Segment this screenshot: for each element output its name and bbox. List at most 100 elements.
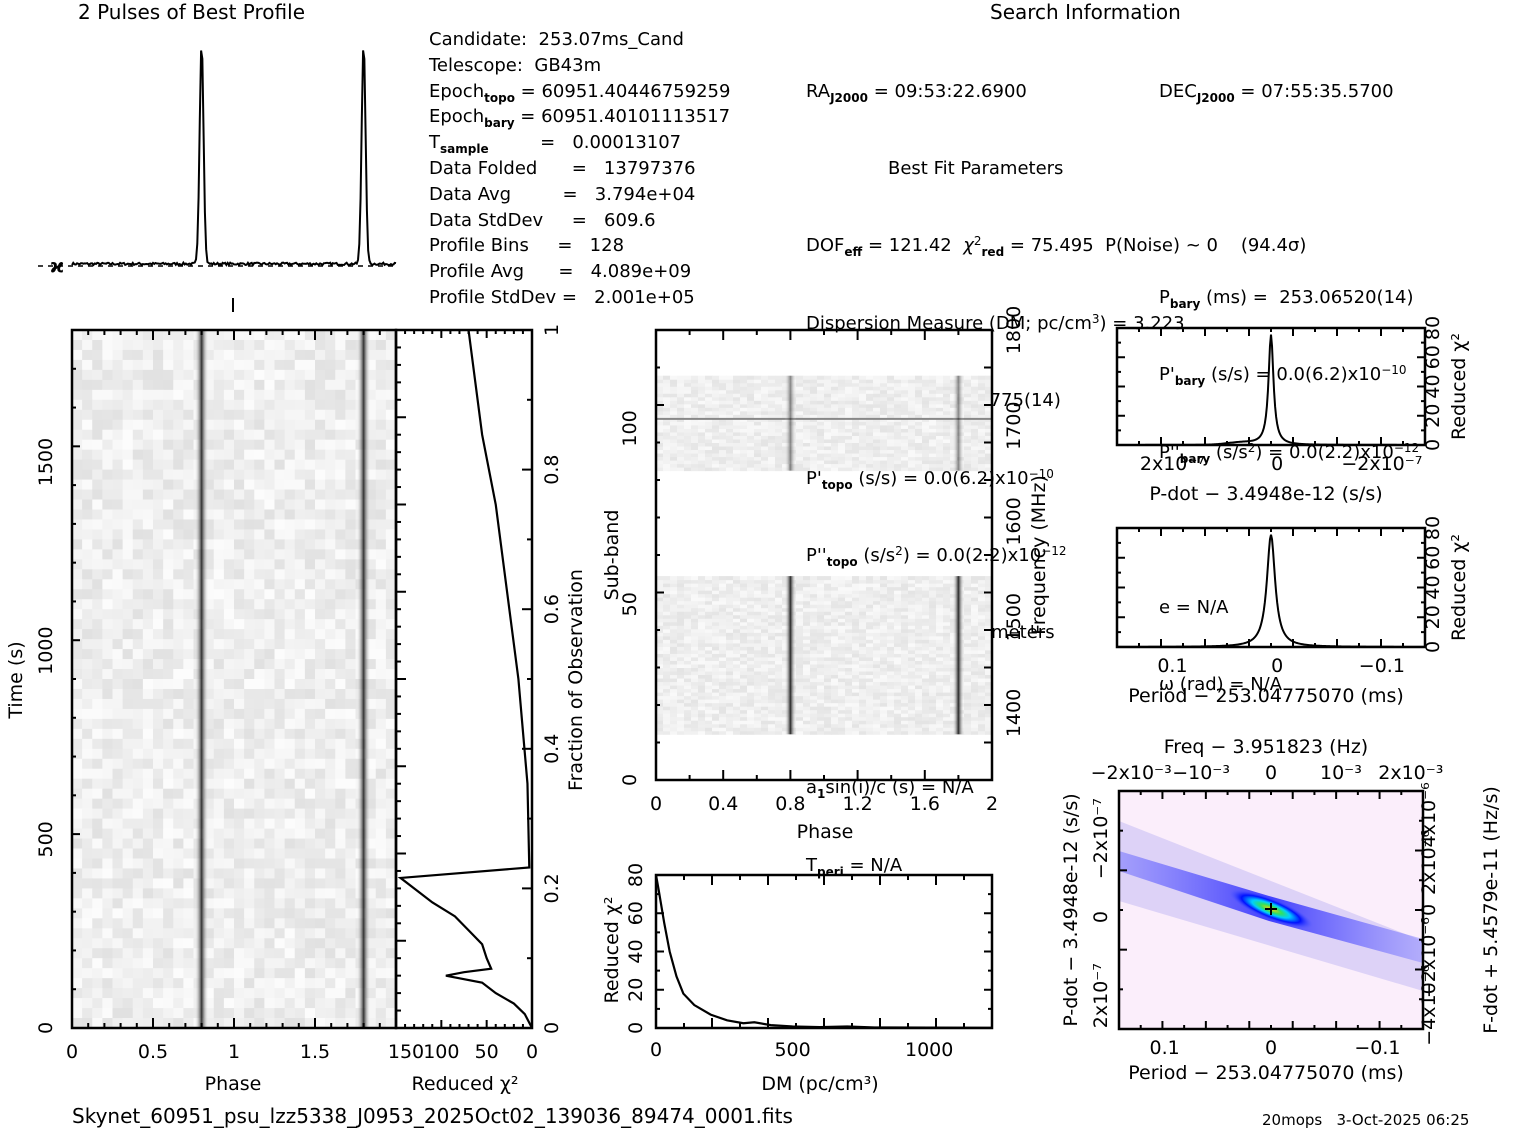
heatmap-cell [365,330,377,341]
heatmap-cell [274,988,286,999]
heatmap-cell [72,898,83,909]
heatmap-cell [385,609,397,620]
heatmap-cell [810,635,818,640]
heatmap-cell [315,798,326,810]
heatmap-cell [244,649,255,660]
heatmap-cell [122,1008,134,1019]
heatmap-cell [978,463,986,468]
heatmap-cell [775,681,783,686]
heatmap-cell [978,579,986,584]
heatmap-cell [304,679,316,690]
heatmap-cell [375,708,387,720]
heatmap-cell [859,695,867,700]
heatmap-cell [203,609,215,620]
heatmap-cell [274,848,286,859]
heatmap-cell [284,479,296,491]
heatmap-cell [747,716,755,721]
heatmap-cell [304,529,316,540]
heatmap-cell [964,456,972,461]
heatmap-cell [385,888,397,899]
heatmap-cell [810,685,818,690]
heatmap-cell [365,469,377,481]
heatmap-cell [82,848,93,859]
heatmap-cell [936,642,944,647]
heatmap-cell [183,948,194,959]
heatmap-cell [894,692,902,697]
heatmap-cell [244,918,255,929]
heatmap-cell [845,632,853,637]
heatmap-cell [796,706,804,711]
heatmap-cell [385,988,397,999]
heatmap-cell [845,681,853,686]
heatmap-cell [284,559,296,570]
heatmap-cell [163,708,174,720]
heatmap-cell [92,529,103,540]
heatmap-cell [656,467,664,472]
heatmap-cell [213,928,225,939]
heatmap-cell [234,728,245,740]
heatmap-cell [335,698,346,710]
heatmap-cell [294,399,306,411]
heatmap-cell [315,1008,326,1019]
heatmap-cell [894,579,902,584]
heatmap-cell [345,669,356,680]
heatmap-cell [82,669,93,680]
heatmap-cell [72,679,83,690]
heatmap-cell [163,409,174,421]
heatmap-cell [726,663,734,668]
heatmap-cell [705,653,713,658]
heatmap-cell [315,928,326,939]
heatmap-cell [719,449,727,454]
heatmap-cell [656,583,664,588]
heatmap-cell [908,674,916,679]
heatmap-cell [375,349,387,361]
heatmap-cell [726,723,734,728]
heatmap-cell [254,449,265,461]
heatmap-cell [887,628,895,633]
heatmap-cell [887,678,895,683]
heatmap-cell [929,600,937,605]
heatmap-cell [294,669,306,680]
heatmap-cell [747,649,755,654]
heatmap-cell [817,674,825,679]
heatmap-cell [112,918,124,929]
heatmap-cell [294,589,306,600]
heatmap-cell [747,720,755,725]
heatmap-cell [985,586,993,591]
heatmap-cell [838,579,846,584]
heatmap-cell [747,600,755,605]
heatmap-cell [908,688,916,693]
heatmap-cell [325,748,336,760]
heatmap-cell [831,663,839,668]
heatmap-cell [375,679,387,690]
heatmap-cell [274,419,286,431]
heatmap-cell [943,663,951,668]
heatmap-cell [985,576,993,581]
heatmap-cell [985,456,993,461]
heatmap-cell [915,467,923,472]
heatmap-cell [345,928,356,939]
heatmap-cell [908,611,916,616]
heatmap-cell [284,629,296,640]
heatmap-cell [122,928,134,939]
heatmap-cell [768,727,776,732]
heatmap-cell [915,449,923,454]
heatmap-cell [747,727,755,732]
heatmap-cell [775,583,783,588]
heatmap-cell [92,679,103,690]
heatmap-cell [894,720,902,725]
heatmap-cell [335,619,346,630]
heatmap-cell [223,609,235,620]
heatmap-cell [761,590,769,595]
heatmap-cell [775,727,783,732]
heatmap-cell [754,674,762,679]
heatmap-cell [775,692,783,697]
heatmap-cell [978,671,986,676]
heatmap-cell [747,625,755,630]
heatmap-cell [698,607,706,612]
heatmap-cell [943,723,951,728]
heatmap-cell [132,609,144,620]
heatmap-cell [213,738,225,750]
heatmap-cell [866,685,874,690]
heatmap-cell [747,702,755,707]
